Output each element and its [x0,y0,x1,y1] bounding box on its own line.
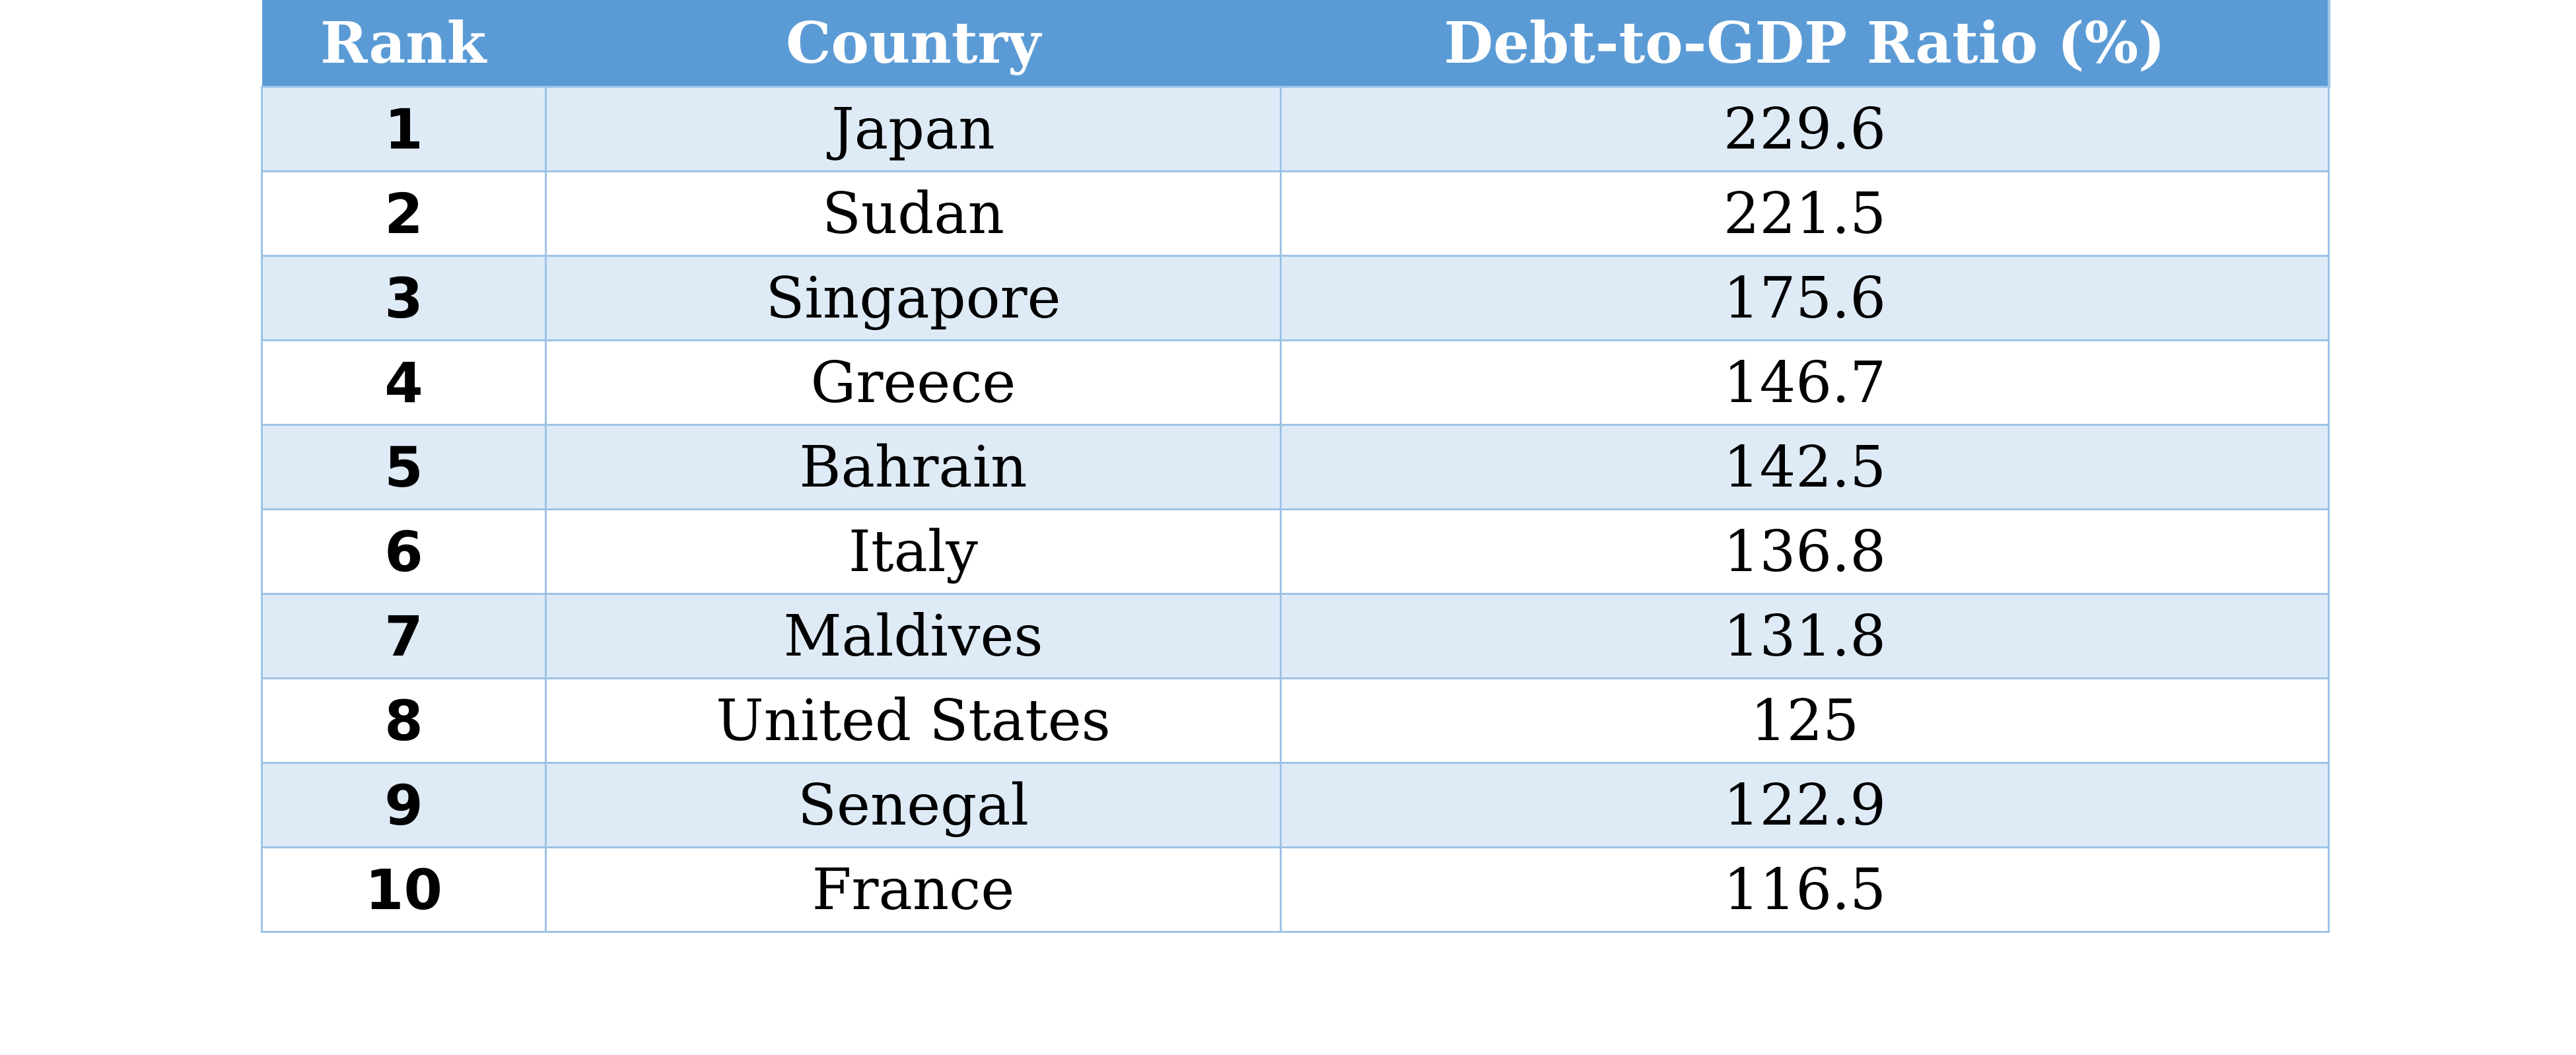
rank-cell: 7 [261,593,547,679]
rank-cell: 3 [261,255,547,341]
header-country: Country [545,0,1282,88]
table-row: 10 France 116.5 [261,846,2330,933]
rank-cell: 10 [261,846,547,933]
rank-cell: 4 [261,339,547,426]
table-row: 2 Sudan 221.5 [261,170,2330,257]
rank-cell: 1 [261,86,547,172]
country-cell: Greece [545,339,1282,426]
table-row: 3 Singapore 175.6 [261,255,2330,341]
rank-cell: 8 [261,677,547,764]
table-row: 1 Japan 229.6 [261,86,2330,172]
debt-to-gdp-table: Rank Country Debt-to-GDP Ratio (%) 1 Jap… [261,0,2330,933]
header-debt-ratio: Debt-to-GDP Ratio (%) [1280,0,2330,88]
table-row: 6 Italy 136.8 [261,508,2330,595]
country-cell: United States [545,677,1282,764]
header-row: Rank Country Debt-to-GDP Ratio (%) [261,0,2330,88]
country-cell: Maldives [545,593,1282,679]
country-cell: Senegal [545,762,1282,848]
ratio-cell: 122.9 [1280,762,2330,848]
country-cell: France [545,846,1282,933]
table-header: Rank Country Debt-to-GDP Ratio (%) [261,0,2330,88]
country-cell: Japan [545,86,1282,172]
rank-cell: 9 [261,762,547,848]
ratio-cell: 136.8 [1280,508,2330,595]
table-row: 7 Maldives 131.8 [261,593,2330,679]
ratio-cell: 229.6 [1280,86,2330,172]
ratio-cell: 146.7 [1280,339,2330,426]
rank-cell: 6 [261,508,547,595]
rank-cell: 2 [261,170,547,257]
country-cell: Bahrain [545,424,1282,510]
table-row: 9 Senegal 122.9 [261,762,2330,848]
header-rank: Rank [261,0,547,88]
country-cell: Italy [545,508,1282,595]
rank-cell: 5 [261,424,547,510]
country-cell: Sudan [545,170,1282,257]
ratio-cell: 221.5 [1280,170,2330,257]
country-cell: Singapore [545,255,1282,341]
ratio-cell: 116.5 [1280,846,2330,933]
table-row: 4 Greece 146.7 [261,339,2330,426]
table-row: 8 United States 125 [261,677,2330,764]
ratio-cell: 125 [1280,677,2330,764]
ratio-cell: 175.6 [1280,255,2330,341]
table-row: 5 Bahrain 142.5 [261,424,2330,510]
ratio-cell: 131.8 [1280,593,2330,679]
ratio-cell: 142.5 [1280,424,2330,510]
debt-table-container: Rank Country Debt-to-GDP Ratio (%) 1 Jap… [261,0,2330,933]
table-body: 1 Japan 229.6 2 Sudan 221.5 3 Singapore … [261,86,2330,933]
